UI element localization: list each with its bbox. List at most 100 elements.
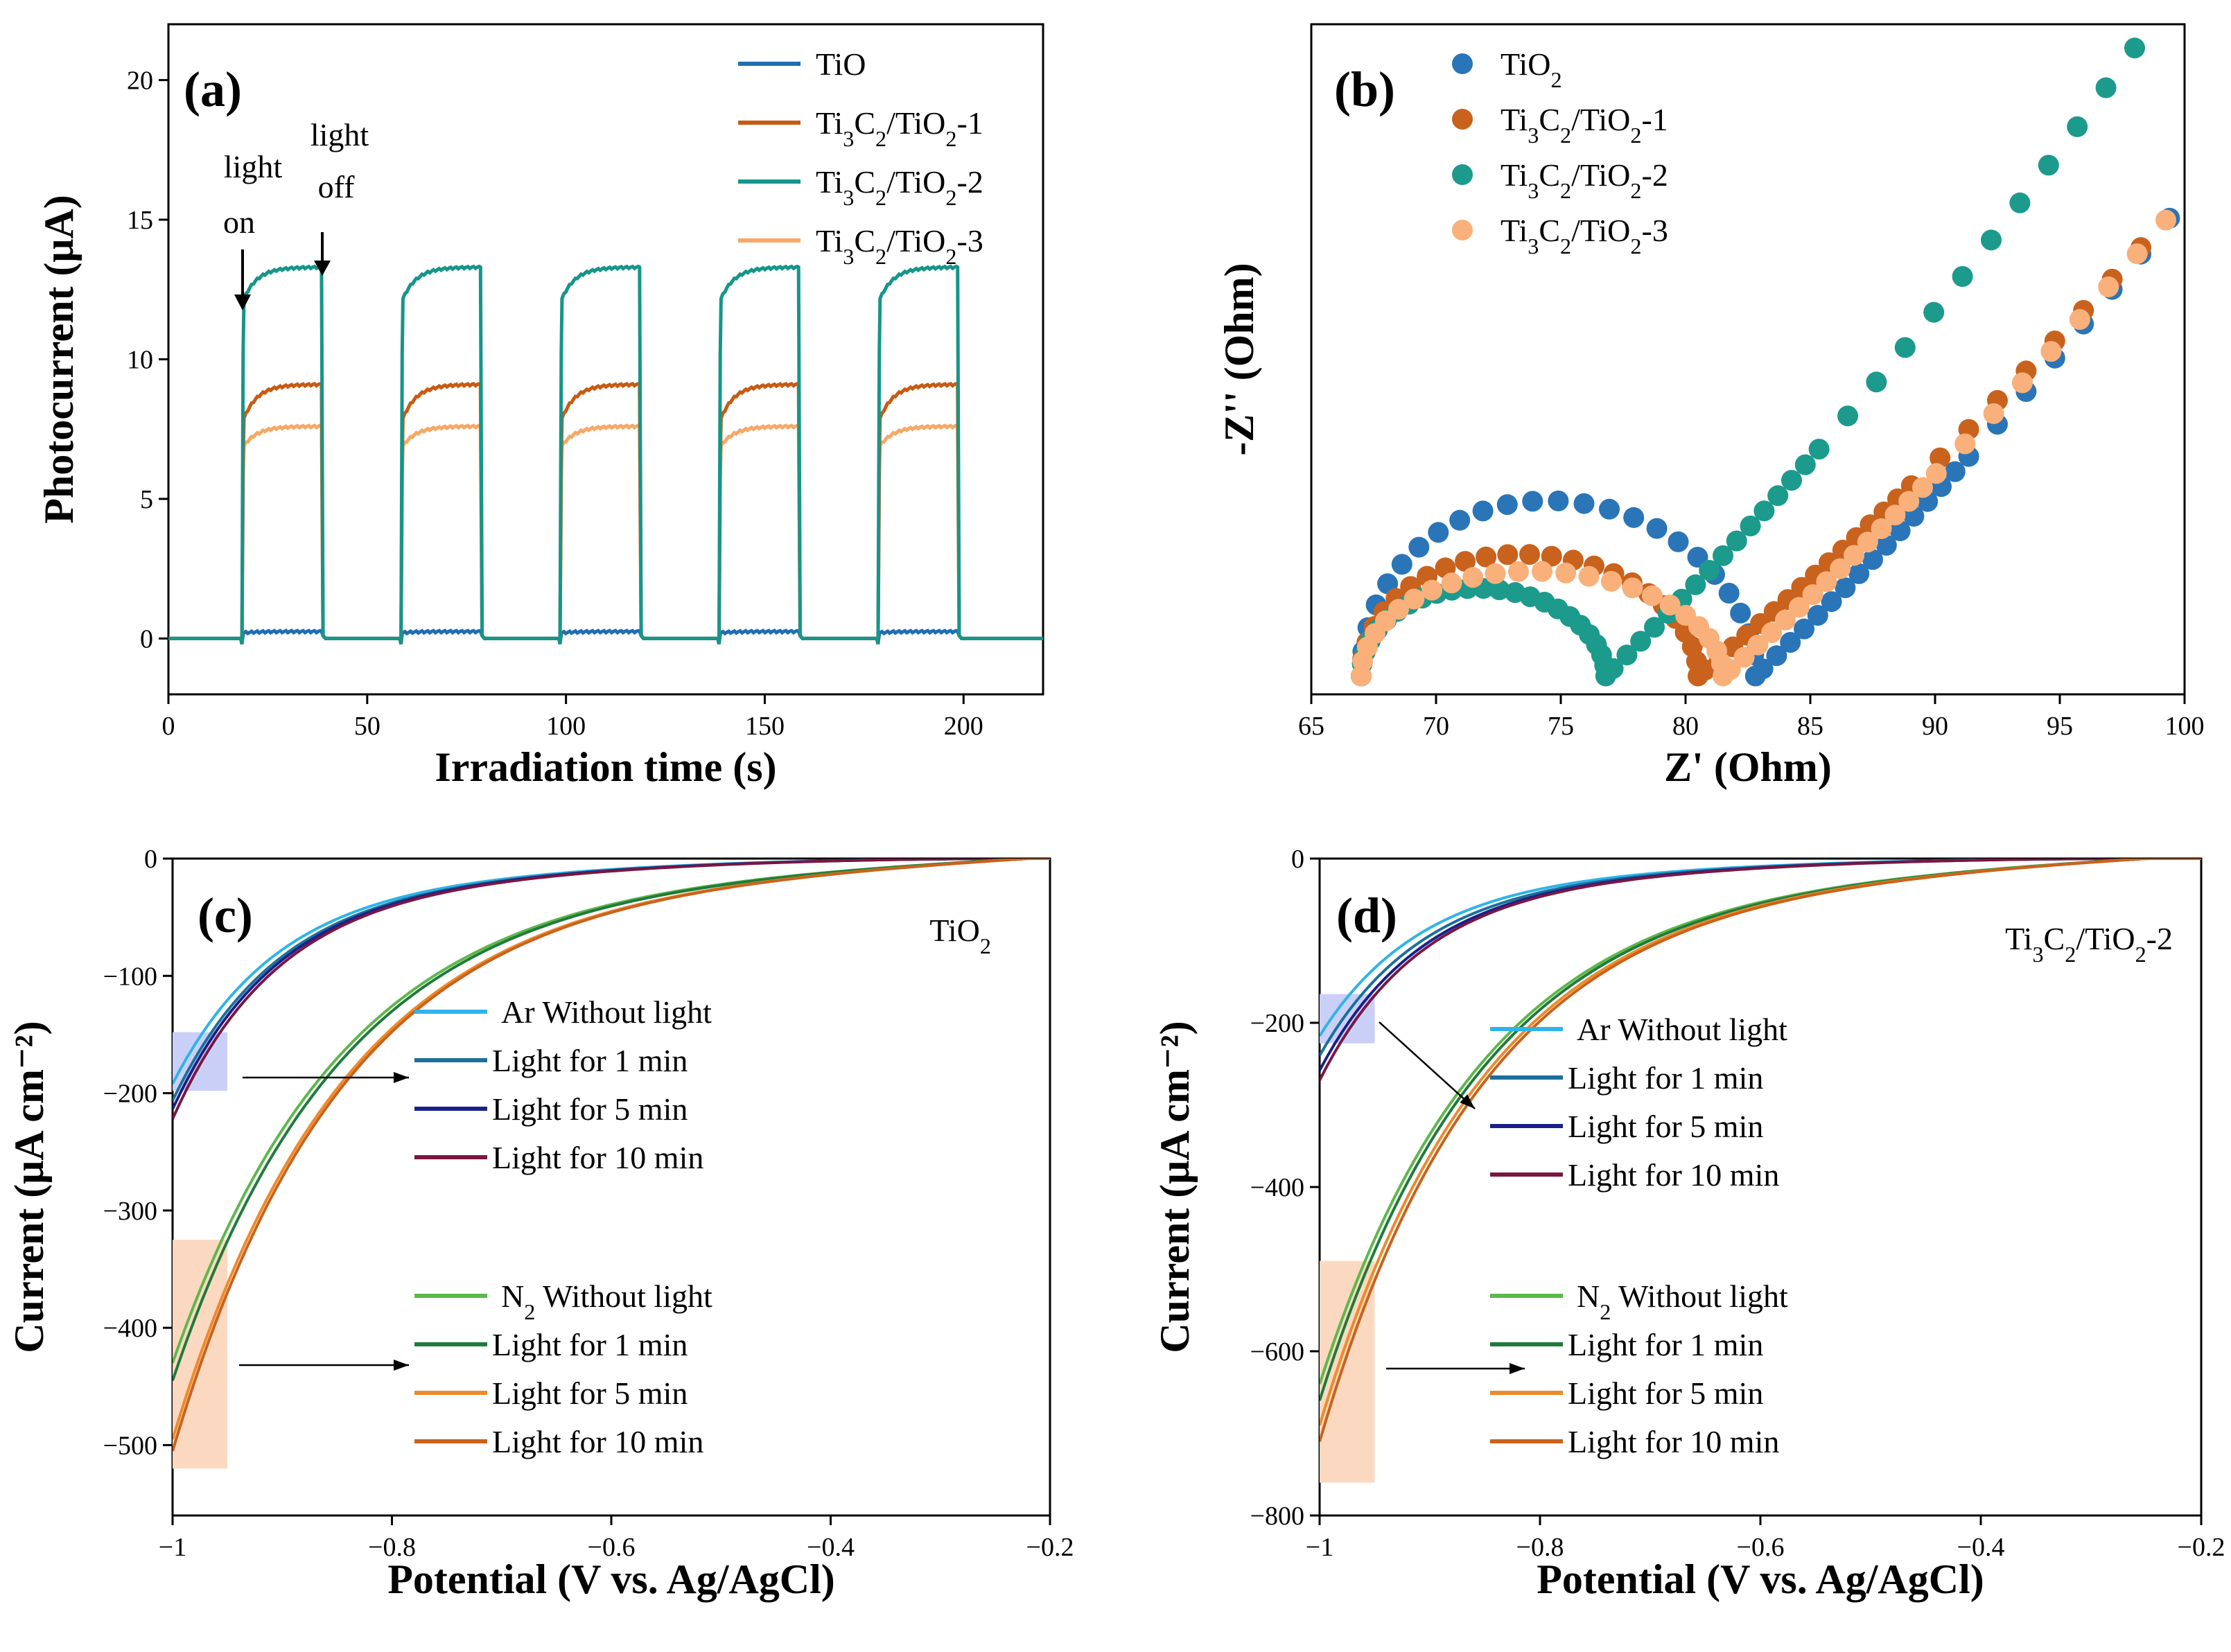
data-point-series-4 bbox=[2040, 341, 2062, 362]
data-point-series-2 bbox=[1476, 546, 1497, 568]
legend-marker bbox=[1452, 220, 1473, 240]
data-point-series-1 bbox=[1623, 507, 1645, 528]
data-point-series-1 bbox=[1862, 549, 1883, 570]
data-point-series-3 bbox=[1713, 545, 1733, 566]
data-point-series-3 bbox=[1794, 454, 1816, 475]
annotation-light-on-line2: on bbox=[223, 204, 255, 240]
data-point-series-1 bbox=[1496, 494, 1518, 516]
series-line-4 bbox=[1320, 859, 2201, 1081]
legend-label: Light for 1 min bbox=[492, 1043, 688, 1078]
data-point-series-4 bbox=[1507, 561, 1529, 582]
x-tick-label: −0.2 bbox=[2178, 1533, 2225, 1562]
legend-label: Light for 1 min bbox=[1568, 1060, 1763, 1096]
pointer-arrowhead bbox=[394, 1072, 409, 1083]
data-point-series-4 bbox=[1600, 570, 1622, 592]
data-point-series-4 bbox=[2069, 309, 2090, 330]
legend-label: Light for 5 min bbox=[1568, 1109, 1763, 1144]
data-point-series-1 bbox=[1835, 577, 1856, 599]
data-point-series-2 bbox=[1541, 545, 1562, 567]
data-point-series-3 bbox=[1837, 405, 1858, 427]
data-point-series-3 bbox=[2067, 116, 2088, 137]
data-point-series-3 bbox=[1699, 560, 1720, 581]
data-point-series-3 bbox=[1894, 337, 1916, 358]
data-point-series-4 bbox=[1871, 518, 1892, 539]
legend-label: Ti3C2/TiO2-2 bbox=[816, 164, 983, 210]
legend-marker bbox=[1452, 53, 1473, 74]
data-point-series-4 bbox=[1485, 563, 1506, 584]
data-point-series-1 bbox=[1472, 500, 1494, 522]
data-point-series-4 bbox=[1747, 634, 1769, 656]
y-tick-label: −100 bbox=[103, 962, 157, 991]
data-point-series-3 bbox=[1726, 530, 1747, 552]
series-line-3 bbox=[168, 264, 1043, 645]
inset-label: TiO2 bbox=[929, 913, 991, 958]
legend-label: Light for 10 min bbox=[1568, 1157, 1779, 1193]
x-tick-label: 100 bbox=[2165, 712, 2205, 741]
panel-label: (a) bbox=[184, 62, 242, 117]
y-tick-label: 0 bbox=[144, 845, 157, 874]
x-tick-label: −0.2 bbox=[1026, 1533, 1074, 1562]
data-point-series-4 bbox=[2126, 243, 2148, 265]
data-point-series-4 bbox=[1954, 433, 1976, 455]
data-point-series-3 bbox=[2124, 37, 2145, 59]
inset-label: Ti3C2/TiO2-2 bbox=[2005, 921, 2173, 967]
data-point-series-1 bbox=[1730, 602, 1751, 624]
data-point-series-3 bbox=[1767, 485, 1789, 507]
data-point-series-4 bbox=[1884, 504, 1906, 526]
data-point-series-1 bbox=[1766, 645, 1787, 667]
x-tick-label: 90 bbox=[1922, 712, 1948, 741]
legend-label: Light for 10 min bbox=[1568, 1424, 1779, 1459]
legend-label: Ti3C2/TiO2-3 bbox=[1501, 213, 1668, 258]
legend-label: Light for 10 min bbox=[492, 1424, 703, 1459]
y-tick-label: 15 bbox=[127, 206, 153, 235]
x-axis-label: Potential (V vs. Ag/AgCl) bbox=[1537, 1556, 1984, 1602]
legend-label: Light for 1 min bbox=[492, 1327, 688, 1362]
data-point-series-3 bbox=[1981, 229, 2002, 251]
data-point-series-3 bbox=[1808, 439, 1830, 460]
pointer-arrow bbox=[1379, 1021, 1476, 1109]
x-axis-label: Potential (V vs. Ag/AgCl) bbox=[387, 1556, 835, 1602]
y-tick-label: −400 bbox=[103, 1314, 157, 1343]
y-tick-label: −600 bbox=[1250, 1337, 1304, 1367]
data-point-series-1 bbox=[1668, 531, 1689, 552]
data-point-series-4 bbox=[1659, 595, 1681, 616]
series-line-1 bbox=[168, 629, 1043, 645]
panel-b: 65 70 75 80 85 90 95 100 Z' (Ohm) -Z'' (Ohm) (b) Ti… bbox=[1216, 23, 2205, 790]
legend-label: TiO bbox=[816, 46, 866, 82]
y-tick-label: −300 bbox=[103, 1197, 157, 1226]
data-point-series-1 bbox=[1408, 536, 1430, 558]
data-point-series-4 bbox=[1816, 571, 1837, 592]
legend-marker bbox=[1452, 109, 1473, 130]
data-point-series-3 bbox=[1781, 470, 1802, 491]
x-tick-label: 75 bbox=[1548, 712, 1574, 741]
legend-marker bbox=[1452, 164, 1473, 185]
data-point-series-1 bbox=[1794, 618, 1814, 640]
pointer-arrowhead bbox=[394, 1360, 409, 1371]
legend-label: TiO2 bbox=[1501, 46, 1562, 92]
x-tick-label: 85 bbox=[1797, 712, 1823, 741]
data-point-series-4 bbox=[1532, 561, 1552, 582]
y-tick-label: 5 bbox=[140, 485, 153, 514]
data-point-series-4 bbox=[1802, 584, 1823, 606]
x-tick-label: 200 bbox=[944, 712, 983, 741]
legend-group-ar: Ar Without light bbox=[501, 994, 712, 1030]
data-point-series-3 bbox=[1630, 631, 1652, 652]
data-point-series-3 bbox=[1685, 574, 1706, 595]
data-point-series-4 bbox=[1622, 577, 1643, 599]
legend-label: Ti3C2/TiO2-1 bbox=[816, 105, 983, 151]
x-tick-label: 95 bbox=[2047, 712, 2073, 741]
y-tick-label: −400 bbox=[1250, 1173, 1304, 1202]
data-point-series-4 bbox=[1733, 647, 1755, 668]
x-tick-label: −0.4 bbox=[807, 1533, 855, 1562]
data-point-series-3 bbox=[1866, 371, 1887, 393]
x-axis-label: Irradiation time (s) bbox=[435, 744, 776, 790]
x-tick-label: 65 bbox=[1298, 712, 1324, 741]
panel-c: −1 −0.8 −0.6 −0.4 −0.2 0 −100 −200 −300 −400 −500 P… bbox=[6, 845, 1074, 1602]
plot-frame bbox=[171, 857, 1051, 1517]
pointer-arrowhead bbox=[1510, 1363, 1525, 1374]
data-point-series-4 bbox=[1912, 477, 1933, 498]
x-tick-label: −0.8 bbox=[368, 1533, 416, 1562]
data-point-series-1 bbox=[1599, 498, 1620, 520]
legend-group-n2: N2 Without light bbox=[1577, 1278, 1788, 1324]
y-tick-label: −800 bbox=[1250, 1502, 1304, 1531]
